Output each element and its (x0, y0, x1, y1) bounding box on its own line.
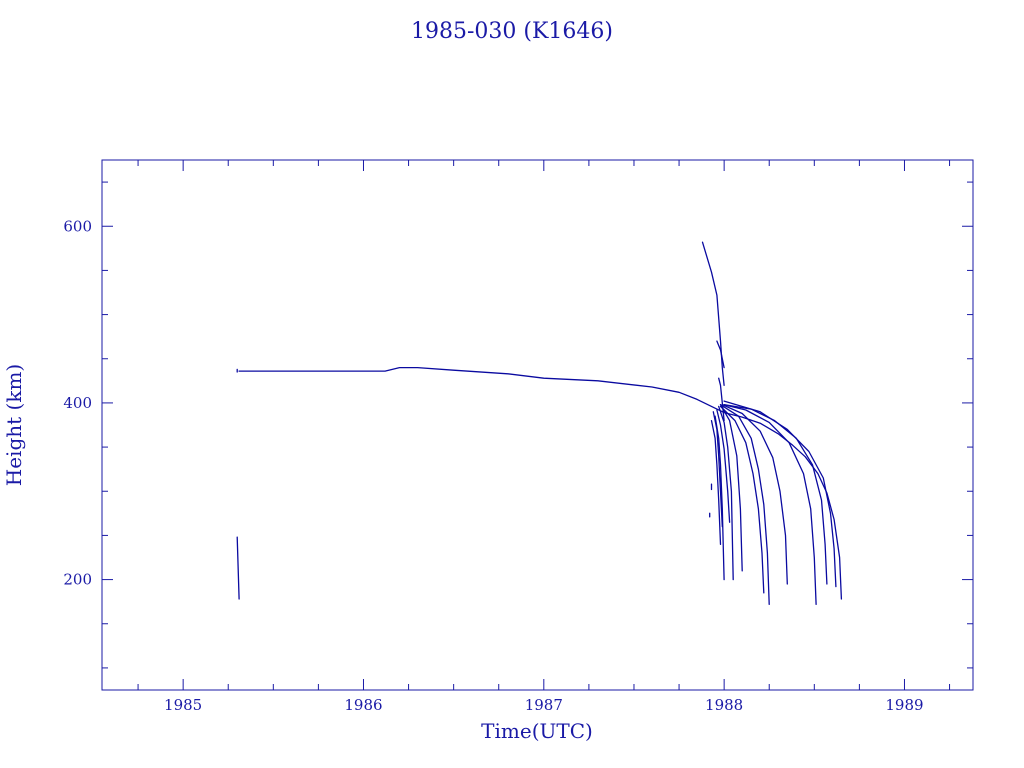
series-line-13 (719, 404, 770, 605)
series-line-5 (718, 377, 725, 422)
series-line-6 (710, 419, 722, 545)
data-series (236, 241, 843, 605)
x-axis-label: Time(UTC) (481, 719, 593, 743)
x-tick-label: 1985 (164, 696, 202, 714)
x-tick-label: 1987 (525, 696, 563, 714)
series-line-14 (721, 404, 788, 585)
x-tick-label: 1989 (885, 696, 923, 714)
series-line-9 (716, 409, 731, 523)
series-line-4 (716, 340, 725, 369)
y-tick-label: 600 (63, 217, 92, 235)
y-tick-label: 200 (63, 571, 92, 589)
y-tick-label: 400 (63, 394, 92, 412)
chart-title: 1985-030 (K1646) (411, 19, 613, 44)
tick-labels: 1985 1986 1987 1988 1989 200 400 600 (63, 217, 923, 714)
series-line-16 (723, 404, 828, 585)
series-line-11 (719, 404, 743, 572)
x-tick-label: 1988 (705, 696, 743, 714)
series-line-10 (718, 405, 734, 581)
series-line-3 (701, 241, 725, 386)
axis-ticks (102, 160, 973, 690)
x-tick-label: 1986 (344, 696, 382, 714)
series-line-8 (714, 415, 725, 581)
plot-frame (101, 159, 974, 691)
series-line-2 (238, 366, 843, 600)
series-line-15 (723, 404, 817, 605)
series-line-17 (723, 400, 837, 588)
series-line-12 (719, 405, 765, 594)
y-axis-label: Height (km) (2, 364, 26, 486)
series-line-1 (236, 536, 240, 600)
